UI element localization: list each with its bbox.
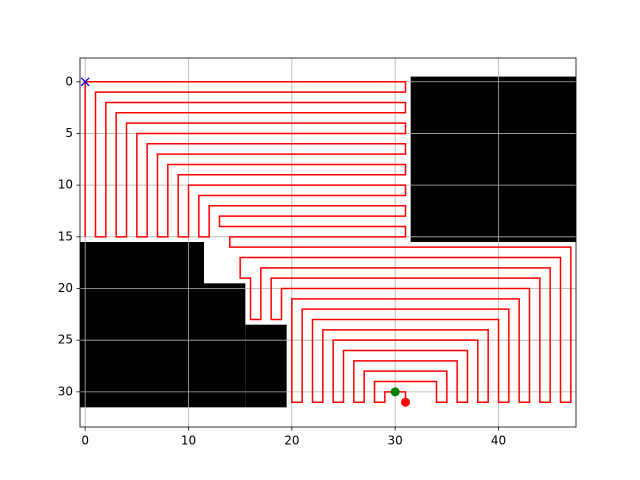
marker-stroke: [80, 77, 90, 87]
x-tick-label: 20: [284, 434, 299, 448]
start-marker: [80, 77, 90, 87]
obstacle: [204, 283, 246, 408]
y-tick-label: 25: [58, 333, 73, 347]
obstacle: [245, 324, 287, 408]
y-tick-label: 20: [58, 281, 73, 295]
y-tick-label: 0: [65, 74, 73, 88]
y-tick-label: 30: [58, 384, 73, 398]
x-tick-label: 40: [491, 434, 506, 448]
y-tick-label: 10: [58, 178, 73, 192]
obstacle: [80, 241, 204, 408]
axes-frame: [79, 57, 577, 428]
obstacle: [410, 76, 576, 242]
point-marker: [390, 387, 400, 397]
point-marker: [401, 397, 410, 407]
x-tick-label: 0: [81, 434, 89, 448]
y-tick-label: 15: [58, 229, 73, 243]
x-tick-label: 10: [181, 434, 196, 448]
path-line: [84, 81, 572, 403]
x-tick-label: 30: [388, 434, 403, 448]
y-tick-label: 5: [65, 126, 73, 140]
